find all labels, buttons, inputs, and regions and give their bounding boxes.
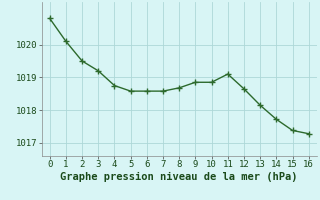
X-axis label: Graphe pression niveau de la mer (hPa): Graphe pression niveau de la mer (hPa) — [60, 172, 298, 182]
